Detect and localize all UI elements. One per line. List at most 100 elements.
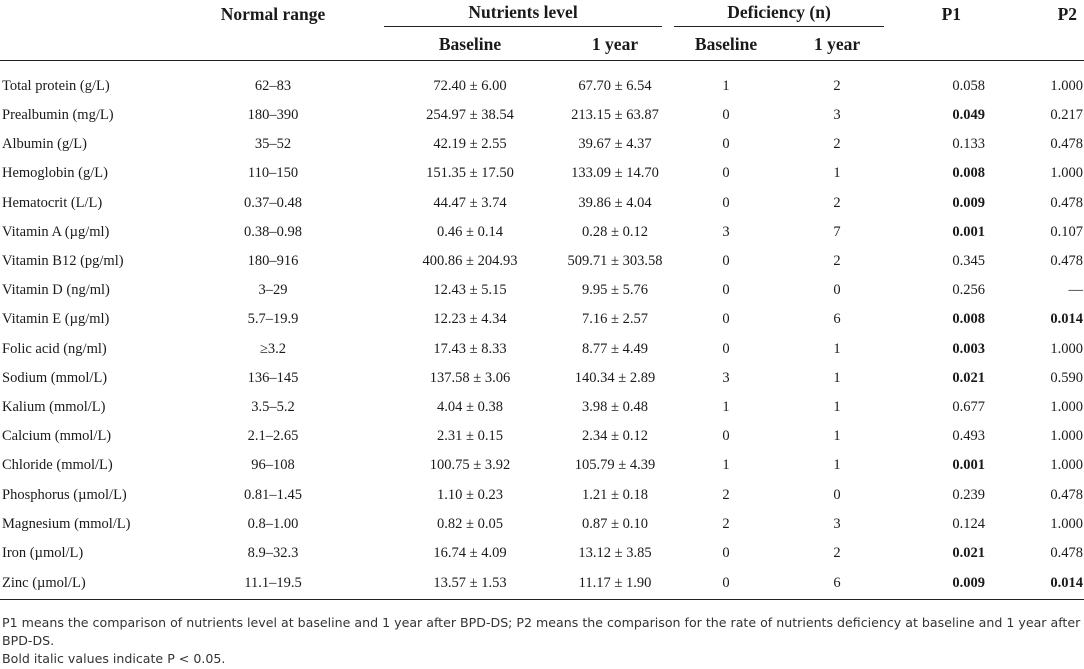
cell-deficiency-baseline: 3 — [722, 369, 730, 386]
cell-normal-range: 0.81–1.45 — [244, 486, 302, 503]
header-blank — [0, 0, 162, 29]
header-level-1-year: 1 year — [556, 29, 675, 61]
cell-normal-range: 5.7–19.9 — [247, 311, 299, 328]
cell-nutrient-name: Calcium (mmol/L) — [2, 428, 112, 445]
cell-level-baseline: 12.23 ± 4.34 — [433, 311, 507, 328]
cell-level-1-year: 509.71 ± 303.58 — [567, 253, 663, 270]
cell-level-baseline: 100.75 ± 3.92 — [429, 457, 511, 474]
cell-level-1-year: 11.17 ± 1.90 — [556, 568, 675, 600]
cell-nutrient-name: Hematocrit (L/L) — [2, 194, 103, 211]
cell-normal-range: 62–83 — [254, 77, 292, 94]
cell-deficiency-1-year: 3 — [833, 107, 841, 124]
table-footnotes: P1 means the comparison of nutrients lev… — [2, 614, 1082, 668]
cell-level-1-year: 0.28 ± 0.12 — [582, 223, 648, 240]
cell-level-baseline: 254.97 ± 38.54 — [426, 107, 514, 124]
cell-level-baseline: 17.43 ± 8.33 — [433, 340, 507, 357]
cell-deficiency-1-year: 2 — [833, 77, 841, 94]
cell-level-baseline: 0.46 ± 0.14 — [437, 223, 503, 240]
cell-level-baseline: 12.43 ± 5.15 — [433, 282, 507, 299]
cell-p1: 0.001 — [952, 223, 986, 240]
cell-level-baseline: 42.19 ± 2.55 — [433, 136, 507, 153]
cell-p1: 0.009 — [952, 194, 986, 211]
cell-nutrient-name: Zinc (µmol/L) — [0, 568, 162, 600]
cell-level-baseline: 44.47 ± 3.74 — [433, 194, 507, 211]
table-row: Vitamin B12 (pg/ml) 180–916 400.86 ± 204.9… — [0, 247, 1084, 276]
cell-deficiency-baseline: 0 — [722, 194, 730, 211]
cell-deficiency-baseline: 0 — [722, 107, 730, 124]
table-header: Normal range Nutrients level Deficiency … — [0, 0, 1084, 61]
header-deficiency-label: Deficiency (n) — [674, 2, 885, 27]
cell-p2: 1.000 — [1050, 398, 1084, 415]
table-row: Hematocrit (L/L) 0.37–0.48 44.47 ± 3.74 39.… — [0, 189, 1084, 218]
header-row-2: Baseline 1 year Baseline 1 year — [0, 29, 1084, 61]
cell-p2: 0.014 — [993, 568, 1084, 600]
cell-p2: 0.478 — [1050, 136, 1084, 153]
cell-nutrient-name: Chloride (mmol/L) — [2, 457, 113, 474]
cell-level-1-year: 133.09 ± 14.70 — [571, 165, 659, 182]
cell-level-baseline: 137.58 ± 3.06 — [429, 369, 511, 386]
table-row: Kalium (mmol/L) 3.5–5.2 4.04 ± 0.38 3.98 ± … — [0, 393, 1084, 422]
cell-deficiency-1-year: 2 — [833, 253, 841, 270]
cell-deficiency-1-year: 2 — [833, 544, 841, 561]
cell-level-1-year: 8.77 ± 4.49 — [582, 340, 648, 357]
cell-deficiency-baseline: 1 — [722, 457, 730, 474]
cell-normal-range: 180–390 — [247, 107, 299, 124]
cell-deficiency-1-year: 6 — [833, 311, 841, 328]
table-body: Total protein (g/L) 62–83 72.40 ± 6.00 67.7… — [0, 61, 1084, 600]
cell-level-baseline: 16.74 ± 4.09 — [433, 544, 507, 561]
cell-deficiency-baseline: 0 — [674, 568, 779, 600]
cell-normal-range: 3–29 — [258, 282, 288, 299]
header-deficiency-baseline: Baseline — [674, 29, 779, 61]
header-deficiency: Deficiency (n) — [674, 0, 896, 29]
cell-deficiency-1-year: 1 — [833, 340, 841, 357]
cell-p1: 0.021 — [952, 544, 986, 561]
cell-level-baseline: 400.86 ± 204.93 — [422, 253, 518, 270]
cell-deficiency-1-year: 0 — [833, 486, 841, 503]
cell-p1: 0.124 — [952, 515, 986, 532]
cell-level-1-year: 1.21 ± 0.18 — [582, 486, 648, 503]
cell-deficiency-1-year: 2 — [833, 136, 841, 153]
header-normal-range: Normal range — [220, 4, 326, 24]
table-row: Calcium (mmol/L) 2.1–2.65 2.31 ± 0.15 2.34 … — [0, 422, 1084, 451]
cell-nutrient-name: Vitamin A (µg/ml) — [2, 223, 110, 240]
cell-deficiency-baseline: 1 — [722, 398, 730, 415]
cell-normal-range: 136–145 — [247, 369, 299, 386]
table-row: Iron (µmol/L) 8.9–32.3 16.74 ± 4.09 13.12 ±… — [0, 539, 1084, 568]
cell-normal-range: 8.9–32.3 — [247, 544, 299, 561]
cell-deficiency-baseline: 0 — [722, 282, 730, 299]
header-nutrients-level: Nutrients level — [384, 0, 674, 29]
cell-deficiency-1-year: 3 — [833, 515, 841, 532]
cell-normal-range: 11.1–19.5 — [162, 568, 384, 600]
cell-p1: 0.493 — [952, 428, 986, 445]
cell-deficiency-baseline: 0 — [722, 136, 730, 153]
table-row: Vitamin A (µg/ml) 0.38–0.98 0.46 ± 0.14 0.2… — [0, 218, 1084, 247]
header-deficiency-1-year: 1 year — [778, 29, 897, 61]
cell-p2: 0.478 — [1050, 253, 1084, 270]
cell-level-1-year: 7.16 ± 2.57 — [582, 311, 648, 328]
table-row: Phosphorus (µmol/L) 0.81–1.45 1.10 ± 0.23 1… — [0, 480, 1084, 509]
footnote-p-values: P1 means the comparison of nutrients lev… — [2, 615, 1081, 648]
cell-deficiency-baseline: 0 — [722, 165, 730, 182]
cell-p2: 1.000 — [1050, 515, 1084, 532]
header-blank — [993, 29, 1084, 61]
header-blank — [0, 29, 162, 61]
table-row: Vitamin E (µg/ml) 5.7–19.9 12.23 ± 4.34 7.1… — [0, 305, 1084, 334]
cell-level-1-year: 13.12 ± 3.85 — [578, 544, 652, 561]
cell-level-baseline: 72.40 ± 6.00 — [433, 77, 507, 94]
cell-p2: 1.000 — [1050, 165, 1084, 182]
cell-nutrient-name: Total protein (g/L) — [2, 77, 110, 94]
cell-p2: 0.478 — [1050, 486, 1084, 503]
cell-level-1-year: 39.86 ± 4.04 — [578, 194, 652, 211]
cell-normal-range: 0.38–0.98 — [244, 223, 302, 240]
cell-deficiency-1-year: 6 — [778, 568, 897, 600]
cell-p2: 0.478 — [1050, 194, 1084, 211]
cell-normal-range: 110–150 — [247, 165, 299, 182]
table-row: Vitamin D (ng/ml) 3–29 12.43 ± 5.15 9.95 ± … — [0, 276, 1084, 305]
table-row: Folic acid (ng/ml) ≥3.2 17.43 ± 8.33 8.77 ±… — [0, 335, 1084, 364]
cell-nutrient-name: Vitamin B12 (pg/ml) — [2, 253, 124, 270]
cell-deficiency-baseline: 0 — [722, 544, 730, 561]
cell-p2: 1.000 — [1050, 340, 1084, 357]
cell-normal-range: 3.5–5.2 — [251, 398, 295, 415]
cell-nutrient-name: Vitamin D (ng/ml) — [2, 282, 110, 299]
